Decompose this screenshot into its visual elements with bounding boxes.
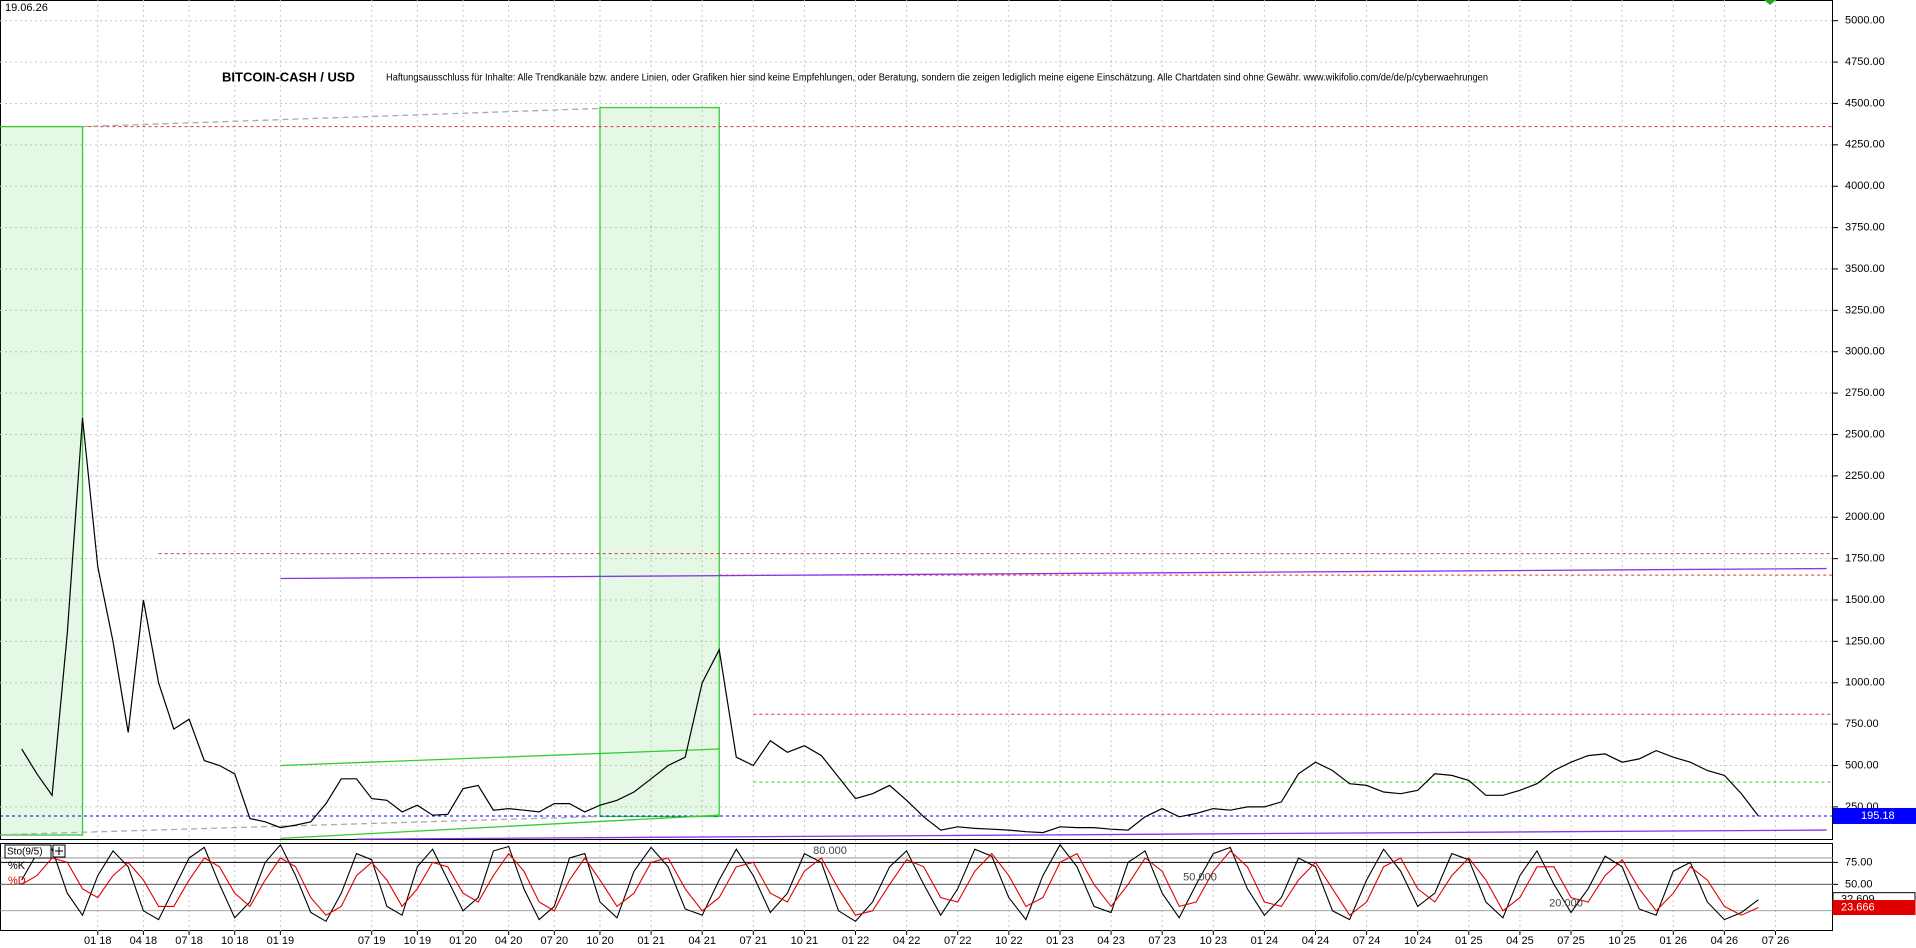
- x-tick-label: 07 21: [740, 935, 768, 947]
- x-tick-label: 01 19: [267, 935, 295, 947]
- trend-line: [0, 815, 600, 836]
- x-tick-label: 10 21: [791, 935, 819, 947]
- disclaimer: Haftungsausschluss für Inhalte: Alle Tre…: [386, 73, 1488, 84]
- x-tick-label: 10 18: [221, 935, 249, 947]
- x-tick-label: 01 23: [1046, 935, 1074, 947]
- x-tick-label: 10 20: [586, 935, 614, 947]
- x-tick-label: 01 24: [1251, 935, 1279, 947]
- y-tick-label: 3000.00: [1845, 346, 1885, 358]
- x-tick-label: 07 22: [944, 935, 972, 947]
- y-tick-label: 750.00: [1845, 718, 1879, 730]
- highlight-box: [599, 106, 720, 818]
- x-tick-label: 07 18: [175, 935, 203, 947]
- grid: [0, 0, 1833, 931]
- y-tick-label: 50.00: [1845, 878, 1873, 890]
- stochastic-plot: [0, 843, 1833, 923]
- x-tick-label: 04 21: [688, 935, 716, 947]
- y-tick-label: 4250.00: [1845, 139, 1885, 151]
- y-tick-label: 3500.00: [1845, 263, 1885, 275]
- data-line: [21, 417, 1759, 834]
- last-value-label: 195.18: [1861, 810, 1895, 822]
- level-label: 50.000: [1183, 871, 1217, 883]
- last-value-box: [1833, 807, 1916, 824]
- x-tick-label: 04 23: [1097, 935, 1125, 947]
- x-tick-label: 01 26: [1659, 935, 1687, 947]
- y-tick-label: 4750.00: [1845, 56, 1885, 68]
- level-label: 80.000: [813, 845, 847, 857]
- stochastic-panel: [0, 843, 1833, 931]
- price-plot: [0, 106, 1833, 840]
- x-tick-label: 07 26: [1762, 935, 1790, 947]
- y-tick-label: 75.00: [1845, 856, 1873, 868]
- main-panel: [0, 0, 1833, 840]
- y-tick-label: 1250.00: [1845, 635, 1885, 647]
- y-tick-label: 1500.00: [1845, 594, 1885, 606]
- x-tick-label: 07 25: [1557, 935, 1585, 947]
- y-tick-label: 1000.00: [1845, 677, 1885, 689]
- x-tick-label: 07 24: [1353, 935, 1381, 947]
- x-tick-label: 10 24: [1404, 935, 1432, 947]
- data-line: [21, 843, 1759, 923]
- trend-line: [280, 814, 720, 839]
- legend-k: %K: [8, 860, 26, 872]
- chart-title: BITCOIN-CASH / USD: [222, 69, 355, 84]
- y-tick-label: 4500.00: [1845, 97, 1885, 109]
- x-tick-label: 04 24: [1302, 935, 1330, 947]
- x-tick-label: 04 20: [495, 935, 523, 947]
- y-tick-label: 3750.00: [1845, 221, 1885, 233]
- x-tick-label: 10 25: [1608, 935, 1636, 947]
- x-tick-label: 07 23: [1148, 935, 1176, 947]
- x-tick-label: 10 19: [404, 935, 432, 947]
- x-tick-label: 01 21: [637, 935, 665, 947]
- y-tick-label: 5000.00: [1845, 15, 1885, 27]
- trend-line: [82, 107, 600, 128]
- y-tick-label: 2000.00: [1845, 511, 1885, 523]
- trend-line: [280, 748, 720, 767]
- x-tick-label: 04 26: [1711, 935, 1739, 947]
- y-tick-label: 500.00: [1845, 759, 1879, 771]
- x-tick-label: 04 18: [130, 935, 158, 947]
- y-tick-label: 2250.00: [1845, 470, 1885, 482]
- expand-icon: [55, 847, 63, 855]
- trend-line: [280, 567, 1827, 580]
- x-tick-label: 07 20: [541, 935, 569, 947]
- y-tick-label: 4000.00: [1845, 180, 1885, 192]
- indicator-title: Sto(9/5): [7, 847, 43, 858]
- data-line: [21, 850, 1759, 917]
- x-tick-label: 07 19: [358, 935, 386, 947]
- axes: 250.00500.00750.001000.001250.001500.001…: [84, 15, 1916, 947]
- marker: [1764, 0, 1776, 5]
- date-label: 19.06.26: [5, 2, 48, 14]
- x-tick-label: 10 23: [1200, 935, 1228, 947]
- last-value-label: 23.666: [1841, 901, 1875, 913]
- y-tick-label: 2500.00: [1845, 428, 1885, 440]
- x-tick-label: 01 25: [1455, 935, 1483, 947]
- x-tick-label: 10 22: [995, 935, 1023, 947]
- highlight-box: [0, 125, 84, 836]
- level-label: 20.000: [1549, 898, 1583, 910]
- x-tick-label: 04 25: [1506, 935, 1534, 947]
- y-tick-label: 2750.00: [1845, 387, 1885, 399]
- x-tick-label: 01 18: [84, 935, 112, 947]
- indicator-label-box: [4, 844, 52, 859]
- last-value-box: [1832, 900, 1916, 916]
- x-tick-label: 01 22: [842, 935, 870, 947]
- y-tick-label: 3250.00: [1845, 304, 1885, 316]
- y-tick-label: 1750.00: [1845, 553, 1885, 565]
- x-tick-label: 04 22: [893, 935, 921, 947]
- legend-d: %D: [8, 875, 26, 887]
- trend-line: [356, 829, 1827, 840]
- x-tick-label: 01 20: [449, 935, 477, 947]
